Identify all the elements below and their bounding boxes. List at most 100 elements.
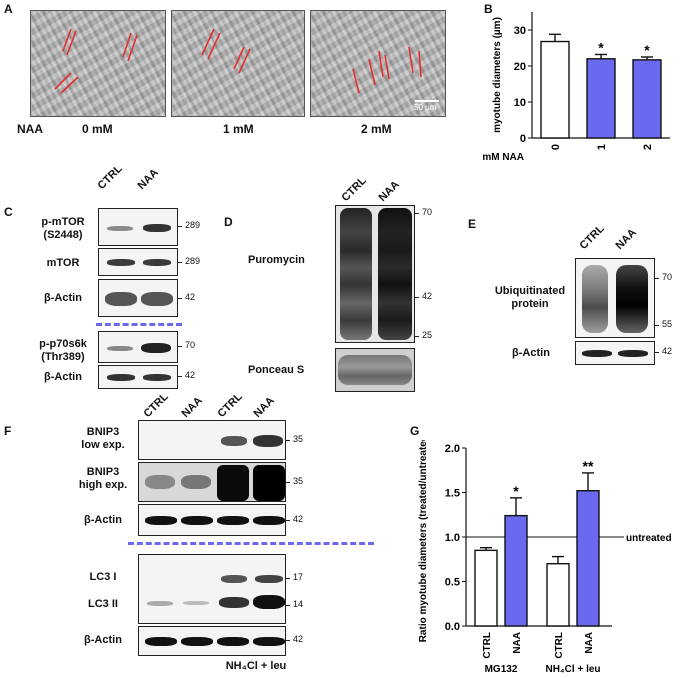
col-ctrl-label: CTRL <box>215 390 245 420</box>
bar <box>576 490 600 627</box>
mw-17: 17 <box>293 572 304 582</box>
row-label-ponceau: Ponceau S <box>248 364 305 376</box>
col-ctrl-label: CTRL <box>95 162 125 192</box>
row-label-bnip3-high: BNIP3 high exp. <box>78 466 128 491</box>
blot-bnip3-low <box>138 420 286 460</box>
mw-42: 42 <box>185 292 196 302</box>
bar <box>474 549 498 627</box>
bar <box>540 40 570 139</box>
x-tick-label: NAA <box>584 632 595 654</box>
mw-42: 42 <box>422 291 433 301</box>
panel-e-letter: E <box>468 217 477 231</box>
mw-289: 289 <box>185 256 201 266</box>
reference-label: untreated <box>626 533 672 544</box>
mw-70: 70 <box>185 340 196 350</box>
treatment-label: NH₄Cl + leu <box>225 660 287 672</box>
row-label-mtor: mTOR <box>46 257 80 269</box>
mw-289: 289 <box>185 220 201 230</box>
significance-mark: * <box>513 483 519 499</box>
blot-mtor <box>98 248 178 276</box>
col-ctrl-label: CTRL <box>577 222 607 252</box>
panel-g-letter: G <box>410 424 420 438</box>
group-label: MG132 <box>485 664 518 675</box>
bar <box>586 58 616 139</box>
group-label: NH₄Cl + leu <box>545 664 600 675</box>
col-naa-label: NAA <box>179 394 205 420</box>
x-tick-label: 1 <box>596 144 608 150</box>
bar <box>504 514 528 627</box>
dose-0mm-label: 0 mM <box>82 122 113 136</box>
col-naa-label: NAA <box>376 178 402 204</box>
micrograph-0mm <box>30 10 166 117</box>
mw-35: 35 <box>293 434 304 444</box>
panel-c-letter: C <box>4 205 13 219</box>
mw-55: 55 <box>662 319 673 329</box>
x-tick-label: CTRL <box>554 632 565 659</box>
chart-b-myotube-diameters: 0 10 20 30 myotube diameters (µm) 0 * 1 * 2 mM NAA <box>482 12 670 163</box>
row-label-bnip3-low: BNIP3 low exp. <box>81 426 125 451</box>
blot-p-p70s6k <box>98 331 178 363</box>
dose-1mm-label: 1 mM <box>223 122 254 136</box>
significance-mark: * <box>644 42 650 58</box>
blot-beta-actin <box>98 279 178 317</box>
row-label-p-mtor: p-mTOR (S2448) <box>41 216 85 241</box>
row-label-beta-actin: β-Actin <box>44 292 82 304</box>
bar <box>632 59 662 139</box>
mw-42: 42 <box>662 346 673 356</box>
blot-p-mtor <box>98 208 178 246</box>
y-tick-label: 2.0 <box>445 443 460 455</box>
x-tick-label: CTRL <box>482 632 493 659</box>
x-tick-label: 2 <box>642 144 654 150</box>
mw-42: 42 <box>185 370 196 380</box>
panel-d-letter: D <box>224 215 233 229</box>
row-label-p-p70s6k: p-p70s6k (Thr389) <box>39 338 87 363</box>
row-label-ubiquitinated: Ubiquitinated protein <box>494 285 566 310</box>
x-axis-prefix: mM NAA <box>482 152 524 163</box>
y-tick-label: 0.5 <box>445 577 460 589</box>
row-label-puromycin: Puromycin <box>248 254 305 266</box>
panel-a-letter: A <box>4 2 13 16</box>
blot-beta-actin <box>98 365 178 389</box>
mw-35: 35 <box>293 476 304 486</box>
row-label-lc3-ii: LC3 II <box>88 598 118 610</box>
y-tick-label: 30 <box>514 25 526 37</box>
red-diameter-marks <box>352 46 439 102</box>
blot-ponceau <box>335 348 415 392</box>
col-naa-label: NAA <box>135 166 161 192</box>
blot-beta-actin <box>138 626 286 656</box>
micrograph-2mm: 50 µm <box>310 10 446 117</box>
bar <box>546 562 570 627</box>
mw-70: 70 <box>422 207 433 217</box>
dose-2mm-label: 2 mM <box>361 122 392 136</box>
y-tick-label: 10 <box>514 97 526 109</box>
y-tick-label: 0.0 <box>445 621 460 633</box>
y-tick-label: 1.5 <box>445 488 460 500</box>
col-ctrl-label: CTRL <box>339 174 369 204</box>
panel-f-letter: F <box>4 424 12 438</box>
blot-beta-actin <box>575 341 655 365</box>
row-label-beta-actin: β-Actin <box>84 514 122 526</box>
naa-label: NAA <box>17 122 43 136</box>
y-axis-label: myotube diameters (µm) <box>492 17 503 133</box>
dashed-separator <box>96 323 182 326</box>
significance-mark: * <box>598 39 604 55</box>
y-tick-label: 20 <box>514 61 526 73</box>
col-ctrl-label: CTRL <box>141 390 171 420</box>
x-tick-label: 0 <box>550 144 562 150</box>
chart-g-ratio-diameters: 0.0 0.5 1.0 1.5 2.0 Ratio myotube diameters (… <box>418 440 672 675</box>
row-label-lc3-i: LC3 I <box>89 571 117 583</box>
panel-b-letter: B <box>484 2 493 16</box>
significance-mark: ** <box>583 458 594 474</box>
blot-beta-actin <box>138 504 286 536</box>
y-tick-label: 1.0 <box>445 532 460 544</box>
dashed-separator <box>128 542 374 545</box>
row-label-beta-actin: β-Actin <box>44 371 82 383</box>
mw-25: 25 <box>422 330 433 340</box>
mw-42: 42 <box>293 514 304 524</box>
mw-14: 14 <box>293 599 304 609</box>
y-tick-label: 0 <box>520 133 526 145</box>
blot-lc3 <box>138 554 286 624</box>
scale-bar-label: 50 µm <box>414 103 437 112</box>
y-axis-label: Ratio myotube diameters (treated/untreat… <box>418 440 429 642</box>
row-label-beta-actin: β-Actin <box>84 634 122 646</box>
